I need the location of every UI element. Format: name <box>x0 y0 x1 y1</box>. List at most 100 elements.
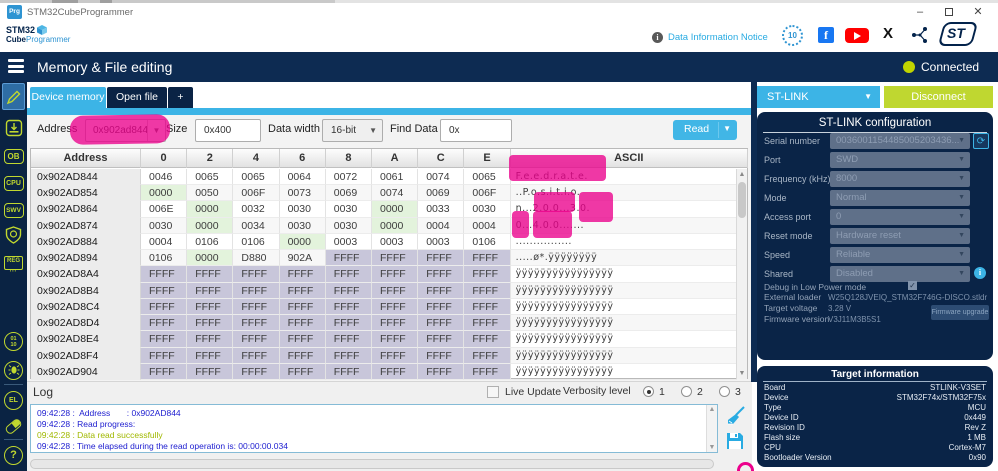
hex-cell[interactable]: 0106 <box>464 233 511 251</box>
hex-cell[interactable]: FFFF <box>325 298 372 316</box>
hex-cell[interactable]: 0073 <box>279 185 326 202</box>
hex-cell[interactable]: FFFF <box>141 266 188 283</box>
hex-cell[interactable]: FFFF <box>464 331 511 348</box>
hex-cell[interactable]: FFFF <box>279 298 326 316</box>
info-icon[interactable]: i <box>652 31 663 43</box>
config-select-mode[interactable]: Normal ▼ <box>830 190 970 206</box>
hex-cell[interactable]: FFFF <box>187 298 234 316</box>
hex-cell[interactable]: 0030 <box>279 201 326 218</box>
hex-cell[interactable]: FFFF <box>187 266 234 283</box>
hex-cell[interactable]: FFFF <box>141 331 188 348</box>
data-width-select[interactable]: 16-bit ▼ <box>322 119 383 142</box>
address-cell[interactable]: 0x902AD8F4 <box>31 347 141 364</box>
hex-cell[interactable]: FFFF <box>279 347 326 364</box>
hex-cell[interactable]: FFFF <box>418 331 465 348</box>
hex-cell[interactable]: FFFF <box>325 315 372 332</box>
ascii-cell[interactable]: ÿÿÿÿÿÿÿÿÿÿÿÿÿÿÿÿ <box>510 266 737 283</box>
refresh-serial-icon[interactable]: ⟳ <box>973 133 989 149</box>
chevron-down-icon[interactable]: ▼ <box>723 124 731 133</box>
ascii-cell[interactable]: ÿÿÿÿÿÿÿÿÿÿÿÿÿÿÿÿ <box>510 282 737 299</box>
sidebar-item-external-loaders[interactable]: EL <box>0 387 27 413</box>
hex-cell[interactable]: 0000 <box>372 201 419 218</box>
hamburger-menu-icon[interactable] <box>8 59 24 75</box>
hex-cell[interactable]: 006F <box>233 185 280 202</box>
hex-cell[interactable]: 0030 <box>464 201 511 218</box>
hex-cell[interactable]: 0003 <box>372 233 419 251</box>
hex-cell[interactable]: FFFF <box>372 250 419 267</box>
hex-cell[interactable]: 0030 <box>141 217 188 234</box>
hex-cell[interactable]: 0003 <box>418 233 465 251</box>
hex-cell[interactable]: 0000 <box>141 185 188 202</box>
config-select-access-port[interactable]: 0 ▼ <box>830 209 970 225</box>
hex-cell[interactable]: 0000 <box>279 233 326 251</box>
tab-open-file[interactable]: Open file <box>107 87 167 108</box>
debug-low-power-checkbox[interactable]: ✓ <box>908 281 917 290</box>
hex-cell[interactable]: FFFF <box>418 298 465 316</box>
close-button[interactable]: ✕ <box>973 6 983 18</box>
hex-cell[interactable]: FFFF <box>279 331 326 348</box>
hex-cell[interactable]: FFFF <box>418 347 465 364</box>
hex-cell[interactable]: 0074 <box>418 169 465 186</box>
column-header-8[interactable]: 8 <box>326 149 372 168</box>
config-select-shared[interactable]: Disabled ▼ <box>830 266 970 282</box>
hex-cell[interactable]: 0074 <box>372 185 419 202</box>
hex-cell[interactable]: 0030 <box>279 217 326 234</box>
hex-cell[interactable]: FFFF <box>464 250 511 267</box>
address-cell[interactable]: 0x902AD8C4 <box>31 298 141 316</box>
log-scrollbar[interactable]: ▲ ▼ <box>706 405 717 452</box>
log-output[interactable]: ▲ ▼ 09:42:28 : Address : 0x902AD844 09:42:… <box>30 404 718 453</box>
x-twitter-icon[interactable]: X <box>883 25 894 42</box>
hex-cell[interactable]: 0046 <box>141 169 188 186</box>
hex-cell[interactable]: FFFF <box>418 282 465 299</box>
youtube-icon[interactable] <box>845 28 869 43</box>
column-header-4[interactable]: 4 <box>233 149 280 168</box>
size-input[interactable]: 0x400 <box>195 119 261 142</box>
hex-cell[interactable]: 0030 <box>325 201 372 218</box>
column-header-A[interactable]: A <box>372 149 419 168</box>
sidebar-item-help[interactable]: ? <box>0 442 27 468</box>
sidebar-item-memory-edit[interactable] <box>2 83 25 110</box>
sidebar-item-debug[interactable] <box>0 357 27 383</box>
hex-cell[interactable]: FFFF <box>233 331 280 348</box>
address-cell[interactable]: 0x902AD884 <box>31 233 141 251</box>
config-select-serial-number[interactable]: 0036001154485005203436... ▼ <box>830 133 970 149</box>
hex-cell[interactable]: FFFF <box>233 282 280 299</box>
scroll-down-icon[interactable]: ▼ <box>708 444 716 451</box>
hex-cell[interactable]: FFFF <box>325 282 372 299</box>
hex-cell[interactable]: 0032 <box>233 201 280 218</box>
sidebar-item-eraser[interactable] <box>0 413 27 439</box>
hex-cell[interactable]: 0033 <box>418 201 465 218</box>
minimize-button[interactable]: – <box>916 6 924 18</box>
hex-cell[interactable]: 0065 <box>233 169 280 186</box>
hex-cell[interactable]: FFFF <box>187 363 234 380</box>
hex-cell[interactable]: FFFF <box>464 347 511 364</box>
hex-cell[interactable]: 0030 <box>325 217 372 234</box>
address-cell[interactable]: 0x902AD904 <box>31 363 141 380</box>
hex-cell[interactable]: FFFF <box>418 250 465 267</box>
save-log-icon[interactable] <box>725 431 745 451</box>
hex-cell[interactable]: FFFF <box>325 266 372 283</box>
sidebar-item-swv[interactable]: SWV <box>0 197 27 223</box>
column-header-2[interactable]: 2 <box>187 149 234 168</box>
hex-cell[interactable]: 0000 <box>187 250 234 267</box>
hex-cell[interactable]: 0000 <box>372 217 419 234</box>
address-cell[interactable]: 0x902AD8E4 <box>31 331 141 348</box>
sidebar-item-security[interactable] <box>0 222 27 248</box>
network-nodes-icon[interactable] <box>911 26 929 44</box>
config-select-reset-mode[interactable]: Hardware reset ▼ <box>830 228 970 244</box>
hex-cell[interactable]: 0004 <box>141 233 188 251</box>
hex-cell[interactable]: FFFF <box>141 282 188 299</box>
hex-cell[interactable]: FFFF <box>279 282 326 299</box>
hex-cell[interactable]: 0106 <box>233 233 280 251</box>
table-scrollbar[interactable]: ▲ ▼ <box>736 169 747 379</box>
hex-cell[interactable]: FFFF <box>325 250 372 267</box>
hex-cell[interactable]: 0050 <box>187 185 234 202</box>
firmware-upgrade-button[interactable]: Firmware upgrade <box>931 305 989 320</box>
address-cell[interactable]: 0x902AD8A4 <box>31 266 141 283</box>
hex-cell[interactable]: 0072 <box>325 169 372 186</box>
config-select-port[interactable]: SWD ▼ <box>830 152 970 168</box>
hex-cell[interactable]: FFFF <box>187 331 234 348</box>
tab-device-memory[interactable]: Device memory <box>30 87 106 108</box>
hex-cell[interactable]: 0069 <box>418 185 465 202</box>
sidebar-item-binary[interactable]: 01 10 <box>0 328 27 354</box>
